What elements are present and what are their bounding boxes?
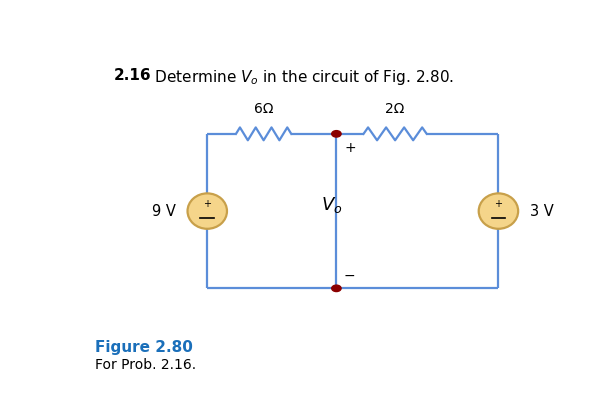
Text: 3 V: 3 V [530,204,554,219]
Ellipse shape [187,194,227,229]
Ellipse shape [479,194,518,229]
Text: Determine $V_o$ in the circuit of Fig. 2.80.: Determine $V_o$ in the circuit of Fig. 2… [145,68,454,87]
Text: Figure 2.80: Figure 2.80 [95,340,193,355]
Text: For Prob. 2.16.: For Prob. 2.16. [95,357,196,372]
Text: 2Ω: 2Ω [385,102,405,116]
Text: 6Ω: 6Ω [254,102,273,116]
Text: 2.16: 2.16 [113,68,151,83]
Text: +: + [494,199,502,209]
Text: $V_o$: $V_o$ [321,195,342,215]
Circle shape [331,131,341,137]
Text: +: + [203,199,211,209]
Text: +: + [345,141,356,155]
Text: −: − [344,268,355,283]
Circle shape [331,285,341,292]
Text: 9 V: 9 V [152,204,176,219]
